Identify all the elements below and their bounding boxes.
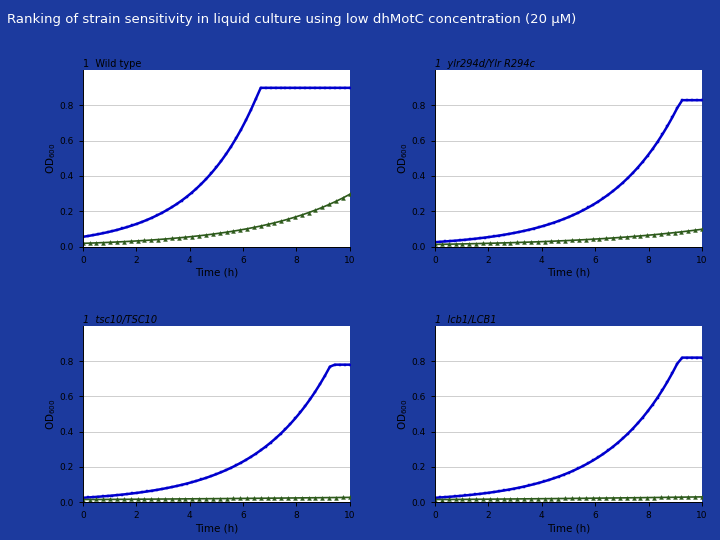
Text: 1  tsc10/TSC10: 1 tsc10/TSC10 [83,315,157,325]
Y-axis label: OD$_{600}$: OD$_{600}$ [397,143,410,174]
Y-axis label: OD$_{600}$: OD$_{600}$ [44,143,58,174]
X-axis label: Time (h): Time (h) [194,267,238,278]
X-axis label: Time (h): Time (h) [547,523,590,533]
Text: 1  Wild type: 1 Wild type [83,59,141,70]
Text: 1  ylr294d/Ylr R294c: 1 ylr294d/Ylr R294c [435,59,535,70]
Y-axis label: OD$_{600}$: OD$_{600}$ [397,398,410,430]
X-axis label: Time (h): Time (h) [547,267,590,278]
X-axis label: Time (h): Time (h) [194,523,238,533]
Text: 1  lcb1/LCB1: 1 lcb1/LCB1 [435,315,497,325]
Y-axis label: OD$_{600}$: OD$_{600}$ [44,398,58,430]
Text: Ranking of strain sensitivity in liquid culture using low dhMotC concentration (: Ranking of strain sensitivity in liquid … [7,14,577,26]
